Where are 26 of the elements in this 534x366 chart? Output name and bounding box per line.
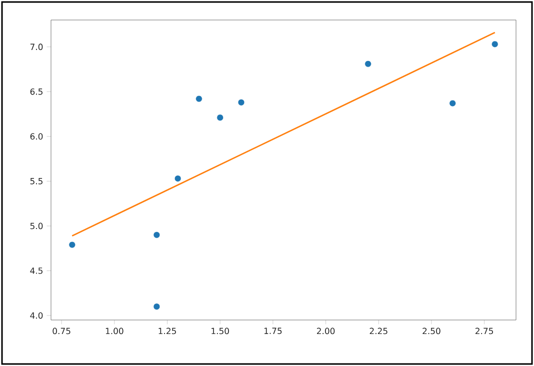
- point: [153, 303, 160, 310]
- y-tick-label: 7.0: [30, 44, 43, 50]
- point: [238, 99, 245, 106]
- point: [68, 241, 76, 248]
- point: [492, 40, 498, 48]
- point: [196, 95, 202, 102]
- x-tick-label: 0.75: [52, 328, 70, 334]
- point: [174, 175, 182, 182]
- x-tick-label: 1.50: [212, 328, 229, 334]
- x-tick-label: 1.75: [264, 328, 282, 334]
- y-tick-label: 6.5: [30, 88, 42, 95]
- point: [153, 232, 160, 238]
- y-tick-label: 4.5: [30, 268, 42, 274]
- point: [449, 100, 456, 107]
- x-tick-label: 1.00: [106, 328, 124, 334]
- point: [364, 60, 372, 68]
- x-tick-label: 2.75: [476, 328, 493, 334]
- x-tick-label: 2.00: [316, 328, 335, 334]
- y-tick-label: 4.0: [30, 312, 43, 319]
- y-tick-label: 6.0: [30, 133, 43, 140]
- x-tick-label: 2.25: [370, 328, 388, 334]
- y-tick-label: 5.5: [30, 178, 42, 184]
- x-tick-label: 1.25: [158, 328, 176, 334]
- y-tick-label: 5.0: [30, 222, 43, 230]
- point: [216, 114, 224, 121]
- x-tick-label: 2.50: [422, 328, 440, 334]
